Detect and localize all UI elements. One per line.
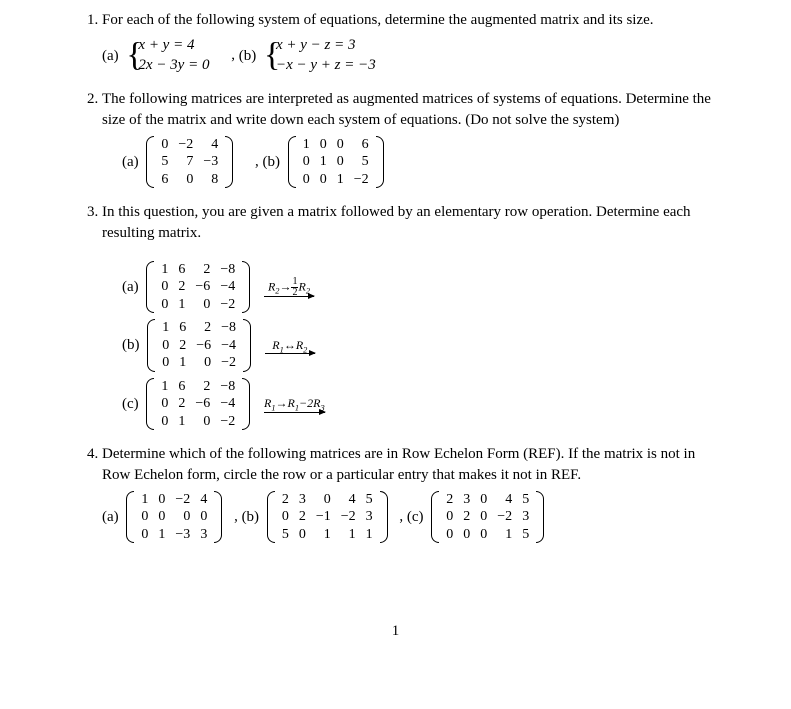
q2a-label: (a) <box>122 152 139 172</box>
q3-text: In this question, you are given a matrix… <box>102 204 691 240</box>
q4-comma1: , <box>234 508 238 524</box>
q2-comma: , <box>255 153 259 169</box>
q1a-eq1: x + y = 4 <box>138 36 209 56</box>
q1b: (b) x + y − z = 3 −x − y + z = −3 <box>239 36 376 75</box>
q3a-op-text: R2→12R2 <box>264 277 314 298</box>
q4a: (a) 10−24000001−33 <box>102 491 222 544</box>
q1-comma: , <box>231 47 235 63</box>
q2a: (a) 0−2457−3608 <box>122 136 233 189</box>
q4c-label: (c) <box>407 507 424 527</box>
q3b-op: R1↔R2 <box>265 337 315 355</box>
q1a-eq2: 2x − 3y = 0 <box>138 56 209 76</box>
q1b-system: x + y − z = 3 −x − y + z = −3 <box>264 36 376 75</box>
arrow-icon <box>265 353 315 354</box>
q3c-matrix: 162−802−6−4010−2 <box>146 378 250 431</box>
q4b: (b) 2304502−1−2350111 <box>242 491 388 544</box>
q1b-label: (b) <box>239 46 257 66</box>
question-list: For each of the following system of equa… <box>80 10 711 543</box>
q2b: (b) 10060105001−2 <box>262 136 383 189</box>
arrow-icon <box>264 412 325 413</box>
q1a-system: x + y = 4 2x − 3y = 0 <box>126 36 209 75</box>
q4-comma2: , <box>399 508 403 524</box>
q4b-label: (b) <box>242 507 260 527</box>
q3c-label: (c) <box>122 394 139 414</box>
q2-text: The following matrices are interpreted a… <box>102 91 711 127</box>
q1b-eq1: x + y − z = 3 <box>276 36 376 56</box>
q3a-op: R2→12R2 <box>264 277 314 297</box>
page: For each of the following system of equa… <box>0 0 791 660</box>
question-2: The following matrices are interpreted a… <box>102 89 711 188</box>
q4a-matrix: 10−24000001−33 <box>126 491 222 544</box>
q4b-matrix: 2304502−1−2350111 <box>267 491 388 544</box>
q2a-matrix: 0−2457−3608 <box>146 136 233 189</box>
q3b-matrix: 162−802−6−4010−2 <box>147 319 251 372</box>
page-number: 1 <box>80 623 711 640</box>
q4-subparts: (a) 10−24000001−33 , (b) 2304502−1−23501… <box>102 491 711 544</box>
q3c-op: R1→R1−2R3 <box>264 395 325 413</box>
q1a: (a) x + y = 4 2x − 3y = 0 <box>102 36 209 75</box>
q2b-label: (b) <box>262 152 280 172</box>
q1a-label: (a) <box>102 46 119 66</box>
q3a: (a) 162−802−6−4010−2 R2→12R2 <box>122 261 711 314</box>
q2b-matrix: 10060105001−2 <box>288 136 384 189</box>
q1b-eq2: −x − y + z = −3 <box>276 56 376 76</box>
q3b: (b) 162−802−6−4010−2 R1↔R2 <box>122 319 711 372</box>
q4c-matrix: 23045020−2300015 <box>431 491 544 544</box>
q4c: (c) 23045020−2300015 <box>407 491 544 544</box>
q3a-matrix: 162−802−6−4010−2 <box>146 261 250 314</box>
arrow-icon <box>264 296 314 297</box>
q3b-label: (b) <box>122 335 140 355</box>
q1-text: For each of the following system of equa… <box>102 12 654 28</box>
q1-subparts: (a) x + y = 4 2x − 3y = 0 , (b) x + y − … <box>102 36 711 75</box>
q3c: (c) 162−802−6−4010−2 R1→R1−2R3 <box>122 378 711 431</box>
q3a-label: (a) <box>122 277 139 297</box>
q4a-label: (a) <box>102 507 119 527</box>
q2-subparts: (a) 0−2457−3608 , (b) 10060105001−2 <box>122 136 711 189</box>
question-3: In this question, you are given a matrix… <box>102 202 711 430</box>
question-1: For each of the following system of equa… <box>102 10 711 75</box>
q4-text: Determine which of the following matrice… <box>102 446 695 482</box>
question-4: Determine which of the following matrice… <box>102 444 711 543</box>
